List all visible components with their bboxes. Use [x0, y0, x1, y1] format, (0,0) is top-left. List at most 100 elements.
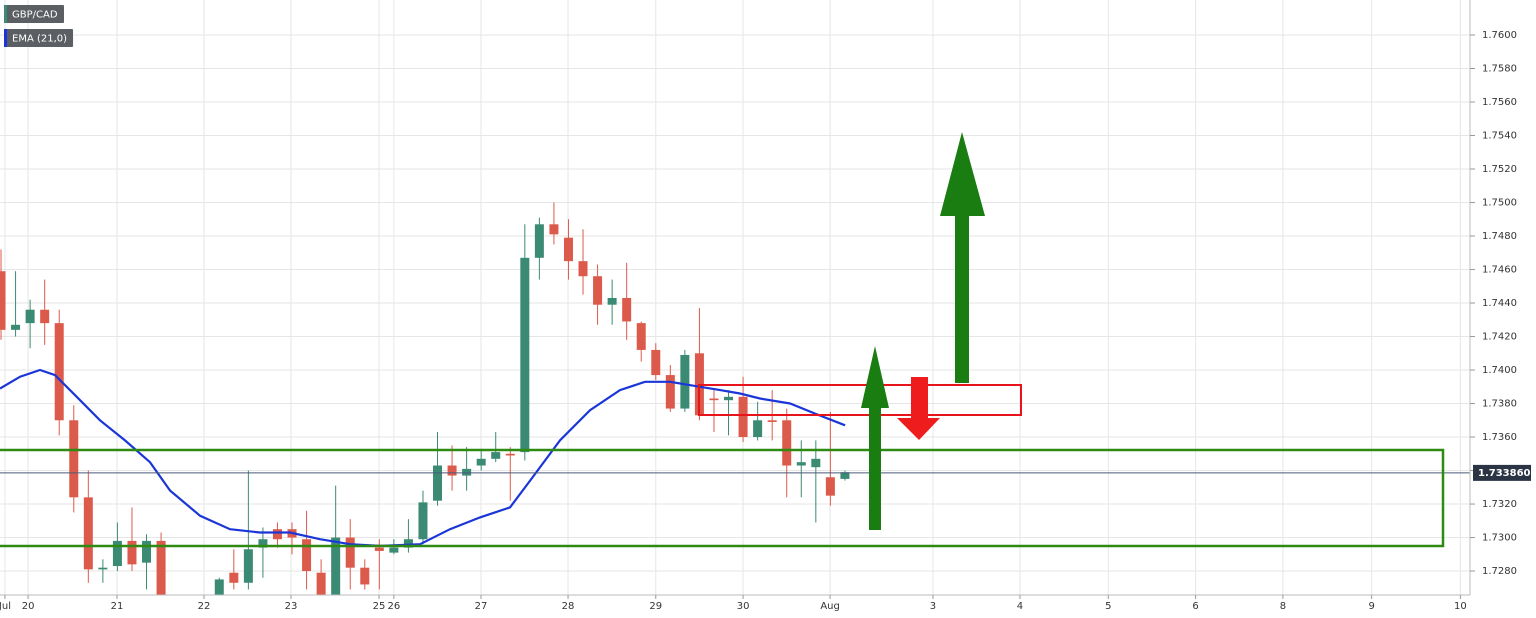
candle-body [0, 271, 6, 330]
x-tick-label: 9 [1368, 601, 1374, 612]
legend: GBP/CAD EMA (21,0) [4, 5, 74, 47]
candle-body [491, 452, 501, 459]
candle-body [374, 547, 384, 551]
legend-box [4, 5, 64, 23]
candle-body [811, 458, 821, 468]
y-tick-label: 1.7380 [1482, 399, 1517, 410]
y-tick-label: 1.7440 [1482, 298, 1517, 309]
x-tick-label: 6 [1192, 601, 1198, 612]
x-tick-label: 8 [1280, 601, 1286, 612]
y-tick-label: 1.7320 [1482, 499, 1517, 510]
candle-body [796, 462, 806, 466]
y-tick-label: 1.7500 [1482, 198, 1517, 209]
support-zone [0, 448, 1445, 548]
y-tick-label: 1.7360 [1482, 432, 1517, 443]
y-tick-label: 1.7560 [1482, 97, 1517, 108]
legend-swatch [4, 29, 7, 47]
legend-label: EMA (21,0) [12, 34, 67, 45]
candle-body [98, 567, 108, 570]
candle-body [69, 420, 79, 498]
candle-body [593, 276, 603, 305]
candle-body [840, 472, 850, 479]
candle-body [302, 539, 312, 572]
y-tick-label: 1.7420 [1482, 332, 1517, 343]
candle-body [665, 375, 675, 409]
candle-body [767, 420, 777, 422]
x-tick-label: 27 [475, 601, 488, 612]
x-tick-label: Jul [0, 601, 11, 612]
candle-body [418, 502, 428, 540]
candle-body [578, 261, 588, 277]
x-tick-label: 3 [930, 601, 936, 612]
candle-body [403, 539, 413, 548]
x-tick-label: 20 [22, 601, 35, 612]
candle-body [622, 298, 632, 322]
candle-body [272, 529, 282, 540]
y-tick-label: 1.7600 [1482, 30, 1517, 41]
candle-body [40, 309, 50, 324]
candle-body [316, 572, 326, 595]
legend-swatch [4, 5, 7, 23]
candle-body [447, 465, 457, 476]
x-tick-label: 29 [649, 601, 662, 612]
candle-body [505, 453, 515, 456]
candle-body [345, 537, 355, 568]
candle-body [651, 349, 661, 376]
legend-box [4, 29, 74, 47]
axes: 1.72801.73001.73201.73401.73601.73801.74… [0, 30, 1531, 612]
y-tick-label: 1.7520 [1482, 164, 1517, 175]
ema-line [0, 368, 846, 548]
y-tick-label: 1.7280 [1482, 566, 1517, 577]
candle-body [709, 398, 719, 401]
y-tick-label: 1.7480 [1482, 231, 1517, 242]
down-arrow [897, 377, 940, 440]
candle-body [331, 537, 341, 595]
x-tick-label: 4 [1017, 601, 1023, 612]
candle-body [534, 224, 544, 258]
last-price-box [1473, 464, 1531, 481]
plot-area [0, 202, 1470, 595]
y-tick-label: 1.7540 [1482, 131, 1517, 142]
annotations [0, 132, 1445, 548]
candle-body [54, 323, 64, 421]
candle-body [229, 572, 239, 583]
candle-body [680, 354, 690, 409]
candle-body [549, 224, 559, 235]
candle-body [214, 579, 224, 595]
candle-body [607, 298, 617, 305]
y-tick-label: 1.7300 [1482, 533, 1517, 544]
candle-body [636, 323, 646, 350]
candle-body [520, 257, 530, 453]
x-tick-label: 21 [111, 601, 124, 612]
candle-body [433, 465, 443, 501]
candle-body [462, 468, 472, 476]
x-tick-label: 28 [562, 601, 575, 612]
y-tick-label: 1.7400 [1482, 365, 1517, 376]
last-price-label: 1.733860 [1478, 468, 1531, 479]
candle-body [83, 497, 93, 570]
candle-body [389, 547, 399, 553]
up-arrow [940, 132, 985, 383]
candle-body [476, 458, 486, 466]
legend-label: GBP/CAD [12, 10, 58, 21]
candle-body [127, 540, 137, 565]
candle-body [563, 237, 573, 262]
up-arrow [861, 346, 889, 530]
candle-body [360, 567, 370, 585]
y-tick-label: 1.7460 [1482, 265, 1517, 276]
x-tick-label: 22 [198, 601, 211, 612]
candle-body [156, 540, 166, 595]
candle-body [753, 420, 763, 438]
x-tick-label: 30 [737, 601, 750, 612]
x-tick-label: 23 [285, 601, 298, 612]
candle-body [112, 540, 122, 567]
candle-body [243, 549, 253, 583]
x-tick-label: Aug [820, 601, 840, 612]
candle-body [25, 309, 35, 324]
candle-body [825, 477, 835, 496]
candle-body [142, 540, 152, 563]
candle-body [258, 539, 268, 548]
x-tick-label: 26 [388, 601, 401, 612]
y-tick-label: 1.7580 [1482, 64, 1517, 75]
